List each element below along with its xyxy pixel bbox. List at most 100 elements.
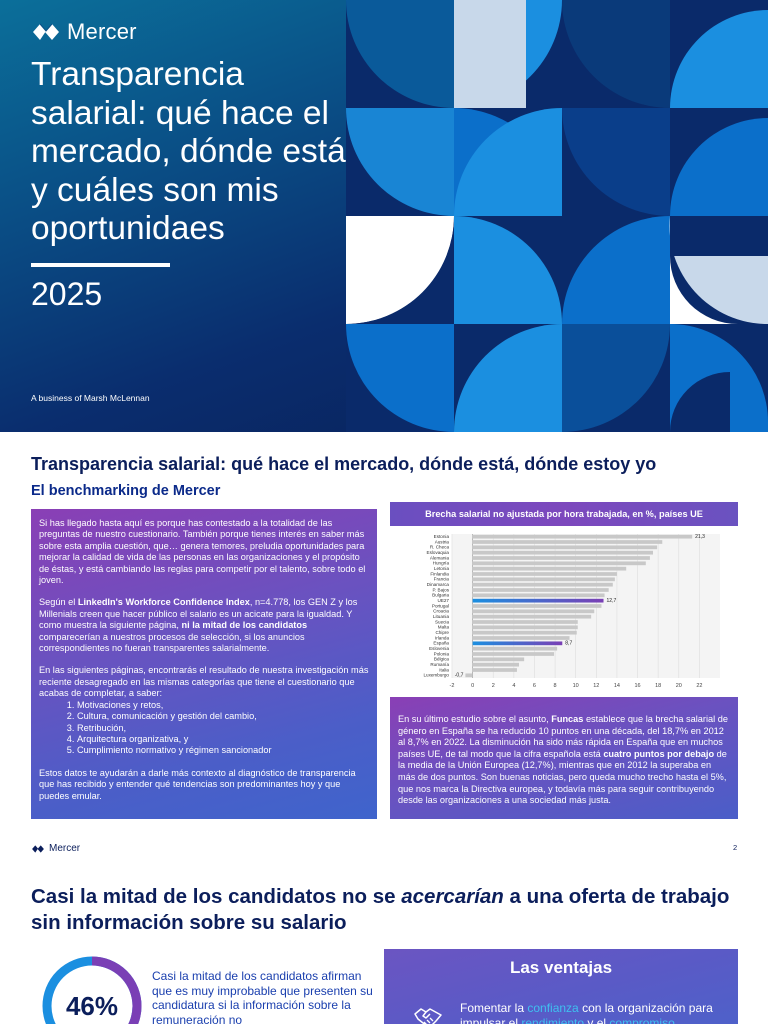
bar <box>472 577 615 582</box>
category-label: P. Bajos <box>432 587 449 592</box>
candidates-page: Casi la mitad de los candidatos no se ac… <box>0 864 768 1024</box>
intro-paragraph-1: Si has llegado hasta aquí es porque has … <box>39 518 366 586</box>
page-title: Transparencia salarial: qué hace el merc… <box>31 454 657 474</box>
mercer-logo: Mercer <box>31 19 137 45</box>
bar <box>472 662 519 667</box>
x-tick-label: 6 <box>533 683 536 689</box>
intro-paragraph-4: Estos datos te ayudarán a darle más cont… <box>39 767 356 801</box>
category-label: Italia <box>439 667 449 672</box>
bar <box>472 572 617 576</box>
bar <box>472 566 627 571</box>
bar <box>472 540 663 544</box>
list-item: Cumplimiento normativo y régimen sancion… <box>77 745 369 756</box>
stat-description: Casi la mitad de los candidatos afirman … <box>152 969 373 1024</box>
category-label: Suecia <box>435 619 449 624</box>
bar <box>472 534 693 539</box>
category-label: Austria <box>435 539 450 544</box>
bar <box>472 550 653 555</box>
bar <box>472 614 592 619</box>
benchmark-page: Transparencia salarial: qué hace el merc… <box>0 432 768 864</box>
mercer-logo-icon <box>33 23 59 40</box>
bar <box>472 598 604 603</box>
category-label: Luxemburgo <box>423 673 449 678</box>
category-label: Eslovaquia <box>427 550 450 555</box>
category-label: Bulgaria <box>432 593 449 598</box>
bar <box>472 556 650 560</box>
list-item: Arquitectura organizativa, y <box>77 734 369 745</box>
handshake-icon <box>414 1008 442 1024</box>
bar <box>472 588 609 592</box>
bar <box>472 630 577 635</box>
funcas-panel: En su último estudio sobre el asunto, Fu… <box>390 697 738 819</box>
mercer-logo-icon <box>32 844 44 853</box>
category-label: Alemania <box>430 555 450 560</box>
bar <box>472 652 555 656</box>
bar <box>472 625 578 630</box>
x-tick-label: 16 <box>634 683 640 689</box>
list-item: Motivaciones y retos, <box>77 700 369 711</box>
x-tick-label: 20 <box>676 683 682 689</box>
geometric-artwork <box>346 0 768 432</box>
chart-title: Brecha salarial no ajustada por hora tra… <box>390 502 738 526</box>
category-label: Letonia <box>434 566 450 571</box>
linkedin-index: LinkedIn's Workforce Confidence Index <box>77 597 250 608</box>
data-label: 12,7 <box>607 598 617 604</box>
advantages-title: Las ventajas <box>509 958 613 977</box>
pay-gap-chart: Brecha salarial no ajustada por hora tra… <box>390 502 738 692</box>
x-tick-label: 18 <box>655 683 661 689</box>
category-label: R. Checa <box>430 545 450 550</box>
heading-emphasis: acercarían <box>401 885 504 908</box>
bar <box>472 545 658 550</box>
x-tick-label: 0 <box>471 683 474 689</box>
stat-ring: 46% <box>42 956 142 1024</box>
category-label: Eslovenia <box>429 646 449 651</box>
title-divider <box>31 263 170 267</box>
bar <box>472 636 570 640</box>
category-label: Bélgica <box>434 657 450 662</box>
data-label: 21,3 <box>695 534 705 540</box>
trust-highlight: confianza <box>527 1001 579 1015</box>
category-label: Portugal <box>432 603 449 608</box>
ring-progress <box>42 956 142 1024</box>
bar <box>472 657 525 662</box>
category-label: Dinamarca <box>427 582 450 587</box>
half-candidates-highlight: ni la mitad de los candidatos <box>181 620 308 631</box>
bar <box>465 673 473 678</box>
intro-paragraph-2: Según el LinkedIn's Workforce Confidence… <box>39 597 358 654</box>
x-tick-label: 22 <box>696 683 702 689</box>
logo-text: Mercer <box>67 19 137 44</box>
intro-panel: Si has llegado hasta aquí es porque has … <box>31 509 377 819</box>
category-label: España <box>433 641 449 646</box>
cover-title: Transparencia salarial: qué hace el merc… <box>31 56 346 247</box>
bar <box>472 593 605 598</box>
page-number: 2 <box>733 843 738 852</box>
bar <box>472 561 646 566</box>
category-label: Estonia <box>434 534 450 539</box>
four-points-highlight: cuatro puntos por debajo <box>603 748 715 759</box>
category-label: Francia <box>434 577 450 582</box>
commitment-highlight: compromiso <box>609 1016 675 1024</box>
category-label: Malta <box>438 625 450 630</box>
cover-page: Mercer Transparencia salarial: qué hace … <box>0 0 768 432</box>
category-label: Finlandia <box>430 571 449 576</box>
list-item: Retribución, <box>77 723 369 734</box>
category-label: UE27 <box>438 598 450 603</box>
bar <box>472 641 563 646</box>
category-label: Rumanía <box>430 662 449 667</box>
bar <box>472 582 613 587</box>
data-label: 8,7 <box>565 641 572 647</box>
x-tick-label: 4 <box>512 683 515 689</box>
x-tick-label: 14 <box>614 683 620 689</box>
business-line: A business of Marsh McLennan <box>31 393 150 403</box>
x-tick-label: 10 <box>573 683 579 689</box>
intro-paragraph-3: En las siguientes páginas, encontrarás e… <box>39 665 369 699</box>
advantages-text: Fomentar la confianza con la organizació… <box>460 1001 730 1024</box>
advantages-panel: Las ventajas Fomentar la confianza con l… <box>384 949 738 1024</box>
category-label: Croacia <box>433 609 449 614</box>
stat-value: 46% <box>66 991 118 1021</box>
x-tick-label: 8 <box>554 683 557 689</box>
footer-logo: Mercer <box>31 843 80 854</box>
category-label: Irlanda <box>435 635 449 640</box>
performance-highlight: rendimiento <box>521 1016 585 1024</box>
